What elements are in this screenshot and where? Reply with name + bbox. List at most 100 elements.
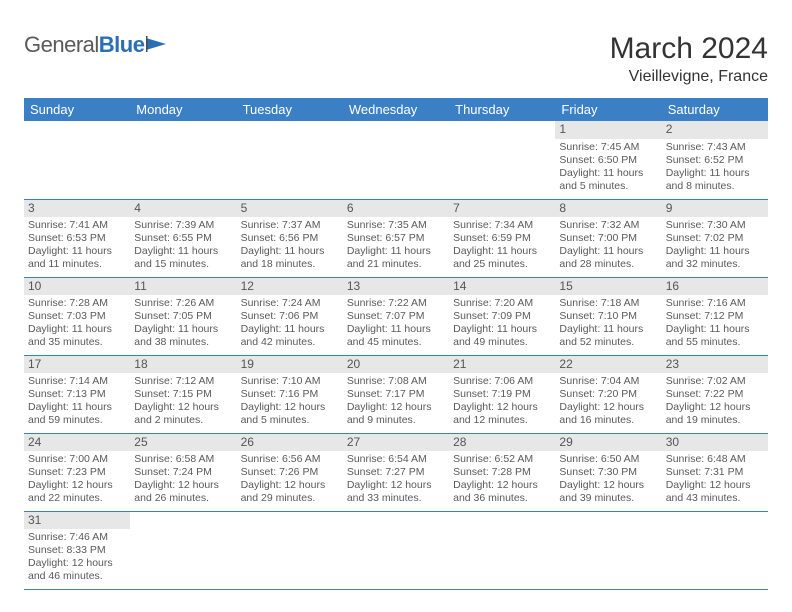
calendar-cell	[343, 121, 449, 199]
weekday-header: Saturday	[662, 98, 768, 121]
day-number	[449, 121, 555, 139]
day-details: Sunrise: 7:02 AMSunset: 7:22 PMDaylight:…	[662, 373, 768, 431]
daylight-text: Daylight: 12 hours and 36 minutes.	[453, 479, 551, 505]
sunset-text: Sunset: 7:09 PM	[453, 310, 551, 323]
sunrise-text: Sunrise: 6:58 AM	[134, 453, 232, 466]
daylight-text: Daylight: 11 hours and 15 minutes.	[134, 245, 232, 271]
calendar-row: 24Sunrise: 7:00 AMSunset: 7:23 PMDayligh…	[24, 433, 768, 511]
calendar-cell: 3Sunrise: 7:41 AMSunset: 6:53 PMDaylight…	[24, 199, 130, 277]
header: GeneralBlue March 2024 Vieillevigne, Fra…	[24, 32, 768, 86]
day-number: 7	[449, 200, 555, 218]
day-number: 30	[662, 434, 768, 452]
day-number: 29	[555, 434, 661, 452]
day-details: Sunrise: 7:22 AMSunset: 7:07 PMDaylight:…	[343, 295, 449, 353]
sunset-text: Sunset: 7:06 PM	[241, 310, 339, 323]
calendar-cell	[555, 511, 661, 589]
day-number: 8	[555, 200, 661, 218]
daylight-text: Daylight: 12 hours and 43 minutes.	[666, 479, 764, 505]
day-number: 2	[662, 121, 768, 139]
day-number: 9	[662, 200, 768, 218]
day-details: Sunrise: 7:39 AMSunset: 6:55 PMDaylight:…	[130, 217, 236, 275]
sunset-text: Sunset: 7:15 PM	[134, 388, 232, 401]
sunrise-text: Sunrise: 7:37 AM	[241, 219, 339, 232]
calendar-cell: 28Sunrise: 6:52 AMSunset: 7:28 PMDayligh…	[449, 433, 555, 511]
sunrise-text: Sunrise: 7:43 AM	[666, 141, 764, 154]
sunrise-text: Sunrise: 7:46 AM	[28, 531, 126, 544]
calendar-cell: 31Sunrise: 7:46 AMSunset: 8:33 PMDayligh…	[24, 511, 130, 589]
day-number: 20	[343, 356, 449, 374]
calendar-cell: 17Sunrise: 7:14 AMSunset: 7:13 PMDayligh…	[24, 355, 130, 433]
calendar-cell	[449, 511, 555, 589]
day-number: 28	[449, 434, 555, 452]
day-details: Sunrise: 7:30 AMSunset: 7:02 PMDaylight:…	[662, 217, 768, 275]
daylight-text: Daylight: 11 hours and 42 minutes.	[241, 323, 339, 349]
sunrise-text: Sunrise: 7:04 AM	[559, 375, 657, 388]
calendar-cell	[662, 511, 768, 589]
sunset-text: Sunset: 7:07 PM	[347, 310, 445, 323]
sunrise-text: Sunrise: 7:10 AM	[241, 375, 339, 388]
daylight-text: Daylight: 12 hours and 39 minutes.	[559, 479, 657, 505]
calendar-row: 17Sunrise: 7:14 AMSunset: 7:13 PMDayligh…	[24, 355, 768, 433]
day-number	[130, 512, 236, 530]
day-details: Sunrise: 7:28 AMSunset: 7:03 PMDaylight:…	[24, 295, 130, 353]
day-details: Sunrise: 6:50 AMSunset: 7:30 PMDaylight:…	[555, 451, 661, 509]
calendar-cell: 1Sunrise: 7:45 AMSunset: 6:50 PMDaylight…	[555, 121, 661, 199]
sunset-text: Sunset: 7:17 PM	[347, 388, 445, 401]
sunrise-text: Sunrise: 7:45 AM	[559, 141, 657, 154]
sunset-text: Sunset: 7:10 PM	[559, 310, 657, 323]
day-number	[237, 121, 343, 139]
sunrise-text: Sunrise: 7:14 AM	[28, 375, 126, 388]
calendar-header-row: Sunday Monday Tuesday Wednesday Thursday…	[24, 98, 768, 121]
calendar-cell: 21Sunrise: 7:06 AMSunset: 7:19 PMDayligh…	[449, 355, 555, 433]
day-details: Sunrise: 7:34 AMSunset: 6:59 PMDaylight:…	[449, 217, 555, 275]
location: Vieillevigne, France	[610, 68, 768, 86]
calendar-cell: 19Sunrise: 7:10 AMSunset: 7:16 PMDayligh…	[237, 355, 343, 433]
day-number: 18	[130, 356, 236, 374]
sunset-text: Sunset: 7:16 PM	[241, 388, 339, 401]
sunrise-text: Sunrise: 6:52 AM	[453, 453, 551, 466]
sunset-text: Sunset: 7:30 PM	[559, 466, 657, 479]
sunrise-text: Sunrise: 7:35 AM	[347, 219, 445, 232]
day-details: Sunrise: 7:43 AMSunset: 6:52 PMDaylight:…	[662, 139, 768, 197]
calendar-row: 3Sunrise: 7:41 AMSunset: 6:53 PMDaylight…	[24, 199, 768, 277]
sunset-text: Sunset: 6:55 PM	[134, 232, 232, 245]
logo-text-1: General	[24, 32, 99, 58]
daylight-text: Daylight: 12 hours and 5 minutes.	[241, 401, 339, 427]
calendar-cell	[237, 121, 343, 199]
calendar-row: 10Sunrise: 7:28 AMSunset: 7:03 PMDayligh…	[24, 277, 768, 355]
sunset-text: Sunset: 7:26 PM	[241, 466, 339, 479]
daylight-text: Daylight: 12 hours and 33 minutes.	[347, 479, 445, 505]
daylight-text: Daylight: 12 hours and 26 minutes.	[134, 479, 232, 505]
day-number: 4	[130, 200, 236, 218]
day-number: 10	[24, 278, 130, 296]
daylight-text: Daylight: 11 hours and 49 minutes.	[453, 323, 551, 349]
day-details: Sunrise: 7:00 AMSunset: 7:23 PMDaylight:…	[24, 451, 130, 509]
sunset-text: Sunset: 7:28 PM	[453, 466, 551, 479]
calendar-cell: 2Sunrise: 7:43 AMSunset: 6:52 PMDaylight…	[662, 121, 768, 199]
day-number: 19	[237, 356, 343, 374]
sunset-text: Sunset: 6:50 PM	[559, 154, 657, 167]
calendar-cell: 23Sunrise: 7:02 AMSunset: 7:22 PMDayligh…	[662, 355, 768, 433]
day-details: Sunrise: 7:14 AMSunset: 7:13 PMDaylight:…	[24, 373, 130, 431]
day-details: Sunrise: 7:04 AMSunset: 7:20 PMDaylight:…	[555, 373, 661, 431]
daylight-text: Daylight: 11 hours and 45 minutes.	[347, 323, 445, 349]
calendar-cell: 24Sunrise: 7:00 AMSunset: 7:23 PMDayligh…	[24, 433, 130, 511]
sunrise-text: Sunrise: 7:08 AM	[347, 375, 445, 388]
day-details: Sunrise: 7:20 AMSunset: 7:09 PMDaylight:…	[449, 295, 555, 353]
day-number: 12	[237, 278, 343, 296]
day-number: 13	[343, 278, 449, 296]
day-number: 25	[130, 434, 236, 452]
calendar-table: Sunday Monday Tuesday Wednesday Thursday…	[24, 98, 768, 590]
sunrise-text: Sunrise: 7:00 AM	[28, 453, 126, 466]
sunset-text: Sunset: 7:31 PM	[666, 466, 764, 479]
sunset-text: Sunset: 8:33 PM	[28, 544, 126, 557]
sunrise-text: Sunrise: 6:50 AM	[559, 453, 657, 466]
daylight-text: Daylight: 11 hours and 25 minutes.	[453, 245, 551, 271]
calendar-cell	[343, 511, 449, 589]
sunrise-text: Sunrise: 7:02 AM	[666, 375, 764, 388]
day-number: 27	[343, 434, 449, 452]
day-details: Sunrise: 7:18 AMSunset: 7:10 PMDaylight:…	[555, 295, 661, 353]
month-title: March 2024	[610, 32, 768, 66]
weekday-header: Monday	[130, 98, 236, 121]
weekday-header: Sunday	[24, 98, 130, 121]
